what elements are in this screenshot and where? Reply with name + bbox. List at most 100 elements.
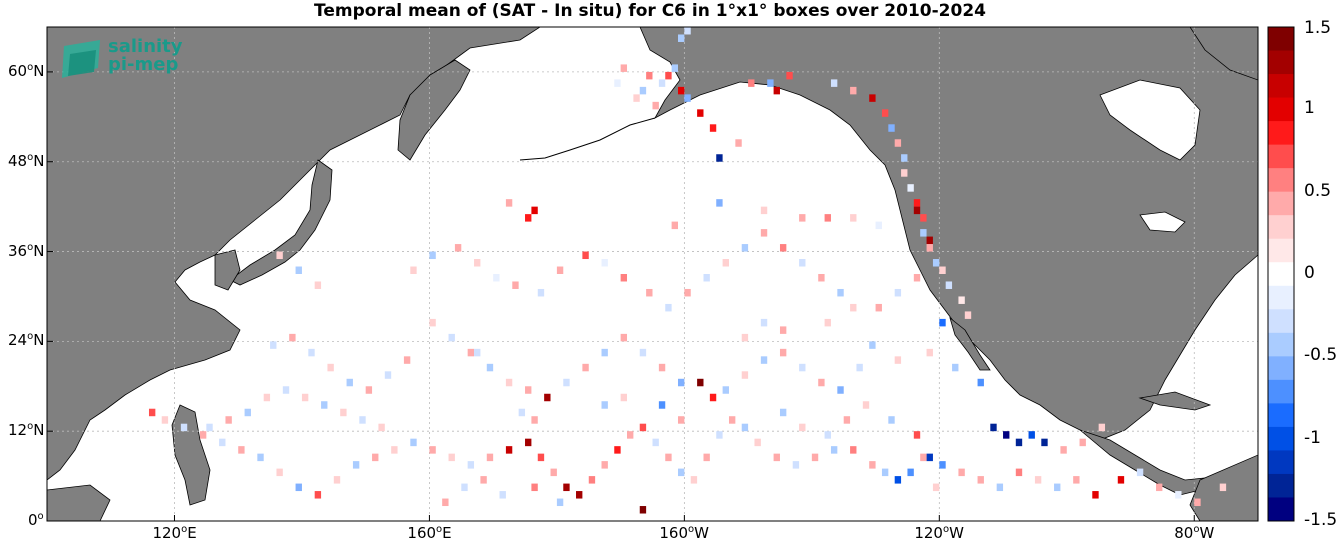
data-cell — [601, 259, 608, 267]
data-cell — [799, 214, 806, 222]
data-cell — [486, 453, 494, 462]
data-cell — [818, 378, 825, 387]
data-cell — [276, 251, 283, 260]
data-cell — [901, 154, 908, 162]
data-cell — [340, 408, 347, 417]
lat-tick-label: 60oN — [8, 61, 45, 80]
data-cell — [537, 288, 545, 297]
data-cell — [1092, 491, 1099, 499]
data-cell — [779, 348, 787, 357]
data-cell — [601, 401, 608, 409]
data-cell — [384, 371, 392, 379]
data-cell — [671, 64, 678, 72]
data-cell — [1015, 438, 1023, 447]
data-cell — [1034, 476, 1042, 484]
data-cell — [773, 86, 780, 95]
data-cell — [1156, 483, 1163, 492]
colorbar-segment — [1268, 426, 1294, 451]
data-cell — [658, 363, 666, 372]
data-cell — [741, 371, 749, 379]
axis-ticks — [47, 71, 1195, 522]
data-cell — [722, 259, 729, 267]
salinity-pi-mep-logo: salinity pi-mep — [60, 36, 210, 84]
data-cell — [939, 461, 946, 469]
data-cell — [945, 281, 953, 289]
data-cell — [372, 453, 379, 462]
data-cell — [429, 318, 436, 327]
data-cell — [486, 363, 494, 372]
data-cell — [308, 348, 315, 357]
data-cell — [505, 378, 513, 387]
colorbar-segment — [1268, 332, 1294, 357]
data-cell — [646, 71, 653, 80]
data-cell — [512, 281, 519, 289]
data-cell — [964, 311, 972, 319]
data-cell — [225, 416, 232, 424]
data-cell — [913, 199, 921, 207]
data-cell — [467, 461, 475, 469]
data-cell — [314, 491, 322, 499]
data-cell — [894, 476, 902, 484]
data-cell — [1003, 431, 1010, 439]
data-cell — [837, 288, 844, 297]
colorbar-segment — [1268, 262, 1294, 287]
data-cells — [148, 27, 1227, 514]
data-cell — [639, 86, 647, 95]
data-cell — [282, 386, 290, 394]
data-cell — [180, 423, 188, 432]
data-cell — [792, 461, 800, 469]
data-cell — [365, 386, 373, 394]
data-cell — [869, 341, 876, 349]
data-cell — [270, 341, 277, 349]
data-cell — [550, 468, 557, 477]
data-cell — [301, 393, 309, 402]
data-cell — [677, 468, 685, 477]
data-cell — [1117, 476, 1125, 484]
data-cell — [760, 229, 768, 237]
colorbar-segment — [1268, 97, 1294, 122]
data-cell — [894, 356, 902, 364]
lat-tick-label: 0o — [28, 511, 44, 529]
data-cell — [977, 378, 984, 387]
data-cell — [461, 483, 468, 492]
colorbar-segment — [1268, 27, 1294, 52]
data-cell — [677, 86, 685, 95]
data-cell — [199, 431, 207, 439]
data-cell — [913, 274, 921, 282]
data-cell — [665, 71, 672, 80]
colorbar-segment — [1268, 403, 1294, 428]
lon-tick-label: 120oE — [152, 524, 197, 542]
data-cell — [677, 34, 685, 42]
data-cell — [958, 468, 965, 477]
data-cell — [448, 453, 455, 462]
lon-tick-label: 80oW — [1174, 524, 1215, 542]
data-cell — [760, 356, 768, 364]
colorbar-segment — [1268, 238, 1294, 263]
data-cell — [556, 498, 564, 507]
data-cell — [639, 423, 647, 432]
data-cell — [1054, 483, 1061, 492]
colorbar-tick-label: 0.5 — [1304, 180, 1332, 201]
data-cell — [257, 453, 264, 462]
data-cell — [920, 229, 927, 237]
colorbar-tick-label: 1.5 — [1304, 18, 1332, 38]
data-cell — [499, 491, 506, 499]
data-cell — [741, 333, 749, 342]
data-cell — [958, 296, 965, 304]
data-cell — [1194, 498, 1201, 507]
data-cell — [926, 453, 933, 462]
data-cell — [684, 94, 691, 102]
data-cell — [1015, 468, 1023, 477]
data-cell — [748, 79, 755, 87]
data-cell — [327, 363, 334, 372]
data-cell — [837, 386, 844, 394]
data-cell — [824, 431, 831, 439]
land-japan — [229, 159, 333, 286]
data-cell — [531, 483, 538, 492]
data-cell — [620, 393, 628, 402]
data-cell — [932, 259, 940, 267]
colorbar-frame — [1267, 26, 1295, 522]
data-cell — [314, 281, 322, 289]
data-cell — [728, 416, 736, 424]
data-cell — [850, 303, 857, 312]
